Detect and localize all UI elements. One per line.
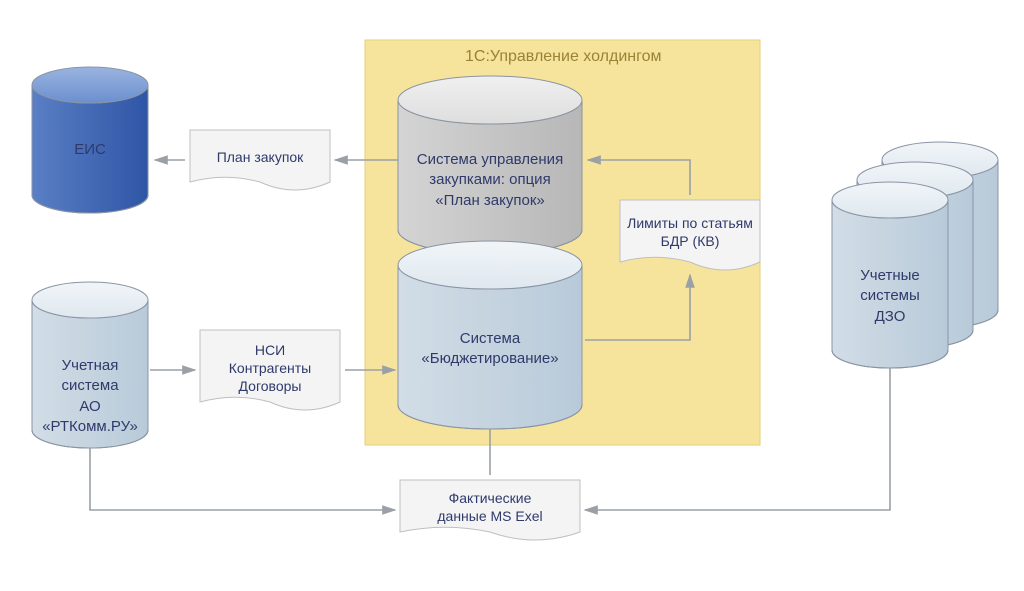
diagram-svg [0,0,1024,591]
note-excel [400,480,580,540]
cylinder-plan [398,76,582,254]
note-plan_zakupok [190,130,330,190]
note-nsi [200,330,340,410]
cylinder-budget [398,241,582,429]
arrow-rtkomm-down [90,435,395,510]
diagram-stage: 1С:Управление холдингомУчетные системыДЗ… [0,0,1024,591]
cylinder-rtkomm [32,282,148,448]
cylinder-eis [32,67,148,213]
cylinder-dzo1 [832,182,948,368]
